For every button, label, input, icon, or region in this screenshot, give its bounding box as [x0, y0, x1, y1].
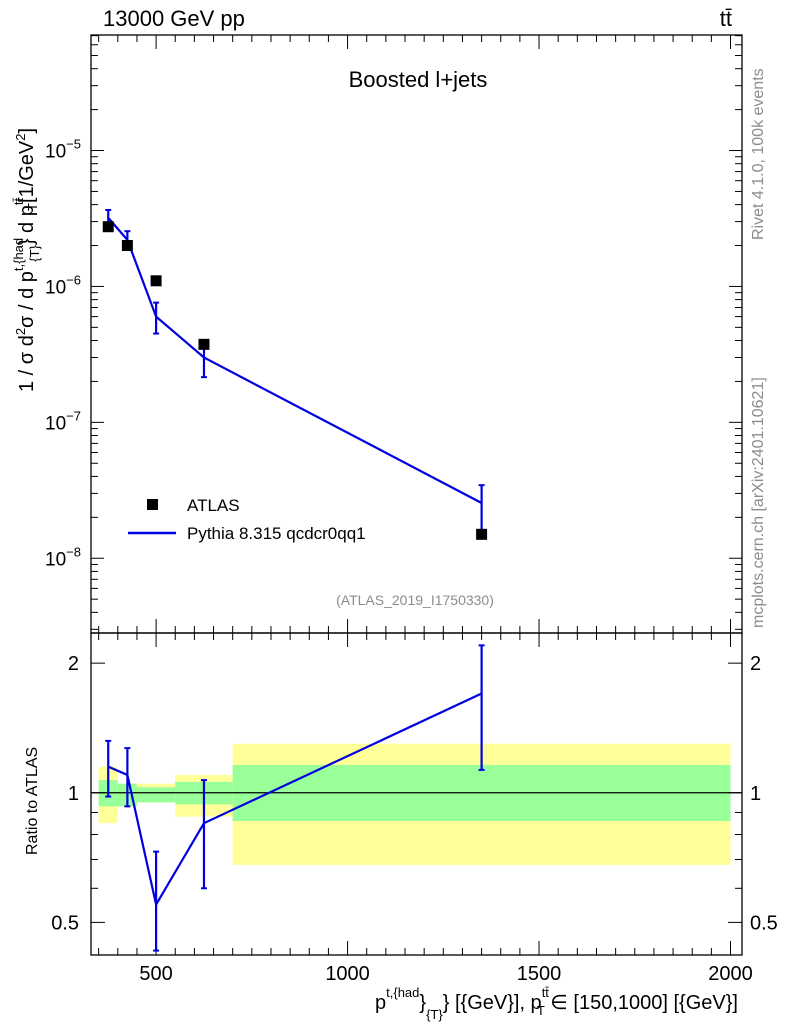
main-y-tick-label: 10−7 — [45, 408, 81, 434]
main-axis-ticks — [91, 35, 742, 633]
legend-mc-label: Pythia 8.315 qcdcr0qq1 — [187, 524, 366, 543]
main-y-tick-label: 10−5 — [45, 137, 81, 163]
ratio-x-tick-label: 500 — [139, 963, 172, 985]
main-y-tick-label: 10−6 — [45, 272, 81, 298]
data-point — [150, 275, 162, 287]
mc-line — [107, 217, 483, 504]
ratio-band-inner — [136, 787, 176, 803]
ratio-x-tick-label: 2000 — [708, 963, 753, 985]
ratio-y-tick-label: 2 — [68, 653, 79, 675]
ratio-y-tick-label: 1 — [68, 783, 79, 805]
data-point — [102, 221, 114, 233]
ratio-y-tick-label-right: 2 — [750, 653, 761, 675]
ratio-y-tick-label: 0.5 — [51, 912, 79, 934]
data-point — [476, 528, 488, 540]
mcplots-label: mcplots.cern.ch [arXiv:2401.10621] — [750, 377, 767, 628]
data-point — [198, 338, 210, 350]
ratio-series — [105, 644, 485, 952]
ratio-y-axis-title: Ratio to ATLAS — [24, 747, 41, 855]
main-series — [102, 209, 488, 540]
main-panel: 10−5 10−6 10−7 10−8 Boosted l+jets (ATLAS_2… — [11, 34, 743, 634]
energy-label: 13000 GeV pp — [103, 6, 245, 31]
ratio-x-tick-label: 1500 — [517, 963, 562, 985]
ratio-x-axis-title: pt,{had}{T}} [{GeV}], ptt̄ T ∈ [150,1000]… — [375, 985, 738, 1022]
main-y-tick-label: 10−8 — [45, 544, 81, 570]
main-y-axis-title: 1 / σ d2σ / d pt,{had{T}} d ptt̄T[1/GeV2… — [11, 128, 42, 392]
ratio-bands — [91, 743, 742, 865]
ratio-frame — [90, 632, 743, 956]
ratio-panel: 0.5 0.5 1 1 2 2 500 1000 1500 2000 Ratio to ATLAS… — [24, 632, 778, 1022]
rivet-label: Rivet 4.1.0, 100k events — [750, 68, 767, 240]
legend-data-label: ATLAS — [187, 496, 240, 515]
ratio-y-tick-label-right: 0.5 — [750, 912, 778, 934]
chart-title: Boosted l+jets — [349, 67, 488, 92]
main-y-tick-labels: 10−5 10−6 10−7 10−8 — [45, 137, 81, 571]
ratio-axis-ticks — [91, 633, 742, 955]
legend: ATLAS Pythia 8.315 qcdcr0qq1 — [128, 496, 366, 543]
ratio-y-tick-label-right: 1 — [750, 783, 761, 805]
main-frame — [90, 34, 743, 634]
ratio-x-tick-label: 1000 — [325, 963, 370, 985]
analysis-id: (ATLAS_2019_I1750330) — [336, 592, 494, 608]
process-label: tt̄ — [720, 6, 732, 31]
legend-data-marker — [147, 499, 158, 510]
data-point — [121, 240, 133, 252]
ratio-tick-labels: 0.5 0.5 1 1 2 2 500 1000 1500 2000 — [51, 653, 778, 985]
